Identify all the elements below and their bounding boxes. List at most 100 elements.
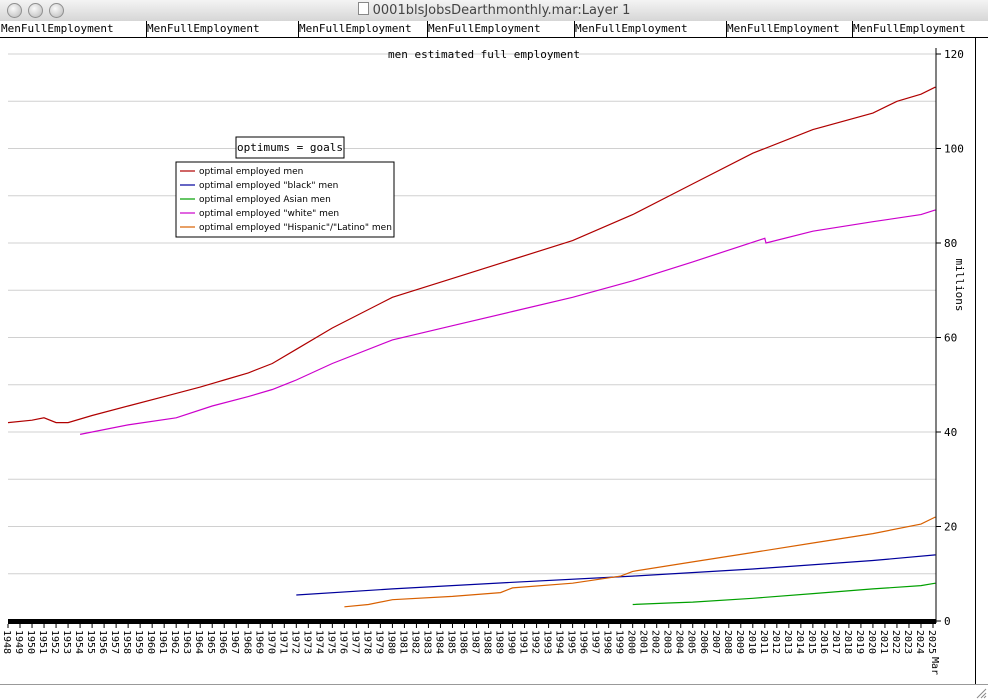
x-tick-label: 1972: [289, 630, 300, 654]
x-tick-label: 1966: [217, 630, 228, 654]
x-tick-label: 2016: [818, 630, 829, 654]
x-tick-label: 1988: [482, 630, 493, 654]
annotation-text: optimums = goals: [237, 141, 343, 154]
legend-entry: optimal employed "black" men: [199, 181, 338, 191]
y-axis: 0 20 40 60 80 100 120: [936, 48, 964, 628]
x-tick-label: 2013: [782, 630, 793, 654]
legend: optimal employed men optimal employed "bl…: [175, 161, 395, 238]
column-header[interactable]: MenFullEmployment: [853, 22, 966, 35]
series-line: [7, 86, 936, 424]
series-line: [632, 582, 936, 606]
y-tick-label: 40: [944, 426, 957, 439]
minimize-button[interactable]: [28, 3, 43, 18]
x-tick-label: 1987: [470, 630, 481, 654]
y-tick-label: 120: [944, 48, 964, 61]
zoom-button[interactable]: [49, 3, 64, 18]
column-header[interactable]: MenFullEmployment: [726, 21, 853, 37]
x-tick-label: 1956: [97, 630, 108, 654]
x-tick-label: 1991: [518, 630, 529, 654]
series-layer: [7, 86, 936, 608]
y-tick-label: 60: [944, 332, 957, 345]
x-tick-label: 2020: [866, 630, 877, 654]
x-tick-label: 2015: [806, 630, 817, 654]
x-tick-label: 2023: [902, 630, 913, 654]
column-header[interactable]: MenFullEmployment: [427, 21, 575, 37]
x-tick-label: 1990: [506, 630, 517, 654]
y-tick-label: 100: [944, 143, 964, 156]
x-tick-label: 2002: [650, 630, 661, 654]
x-tick-label: 1965: [205, 630, 216, 654]
x-tick-label: 1960: [145, 630, 156, 654]
x-tick-label: 2019: [854, 630, 865, 654]
document-icon: [357, 2, 369, 15]
x-tick-label: 2007: [710, 630, 721, 654]
x-tick-label: 2000: [626, 630, 637, 654]
column-header[interactable]: MenFullEmployment: [146, 21, 299, 37]
x-tick-label: 1996: [578, 630, 589, 654]
x-tick-label: 2009: [734, 630, 745, 654]
legend-entry: optimal employed Asian men: [199, 195, 331, 205]
column-header[interactable]: MenFullEmployment: [0, 21, 147, 37]
x-tick-label: 1989: [494, 630, 505, 654]
x-tick-label: 1993: [542, 630, 553, 654]
series-line: [344, 516, 936, 608]
legend-box: [175, 161, 395, 238]
x-tick-label: 1951: [37, 630, 48, 654]
x-tick-label: 2006: [698, 630, 709, 654]
x-tick-label: 2025: [926, 630, 937, 654]
annotation-box: optimums = goals: [235, 136, 345, 159]
x-tick-label: 1983: [422, 630, 433, 654]
x-tick-label-suffix: Mar: [929, 657, 940, 675]
x-tick-label: 2017: [830, 630, 841, 654]
x-tick-label: 1957: [109, 630, 120, 654]
y-tick-label: 0: [944, 615, 951, 628]
x-tick-label: 1978: [361, 630, 372, 654]
series-line: [296, 554, 936, 596]
x-axis-bar: [8, 619, 936, 624]
x-tick-label: 1954: [73, 630, 84, 654]
x-tick-label: 1976: [337, 630, 348, 654]
legend-entry: optimal employed men: [199, 167, 303, 177]
x-tick-label: 2024: [914, 630, 925, 654]
series-line: [79, 209, 936, 435]
legend-entry: optimal employed "white" men: [199, 209, 339, 219]
chart-title: men estimated full employment: [388, 48, 580, 61]
x-tick-label: 1981: [397, 630, 408, 654]
column-header[interactable]: MenFullEmployment: [574, 21, 727, 37]
resize-grip-icon[interactable]: [975, 687, 987, 699]
x-tick-label: 1967: [229, 630, 240, 654]
x-tick-label: 1985: [446, 630, 457, 654]
grid: [8, 53, 936, 575]
x-tick-label: 1984: [434, 630, 445, 654]
x-tick-label: 2005: [686, 630, 697, 654]
y-axis-label: millions: [953, 259, 966, 312]
x-tick-label: 2021: [878, 630, 889, 654]
x-tick-label: 1958: [121, 630, 132, 654]
x-tick-label: 1980: [385, 630, 396, 654]
x-tick-label: 1975: [325, 630, 336, 654]
x-tick-label: 1964: [193, 630, 204, 654]
x-tick-label: 2012: [770, 630, 781, 654]
y-tick-label: 20: [944, 521, 957, 534]
x-tick-label: 1995: [566, 630, 577, 654]
x-tick-label: 1974: [313, 630, 324, 654]
x-tick-label: 1968: [241, 630, 252, 654]
x-tick-label: 1948: [1, 630, 12, 654]
window-titlebar[interactable]: 0001blsJobsDearthmonthly.mar:Layer 1: [0, 0, 988, 22]
x-tick-label: 2003: [662, 630, 673, 654]
x-tick-label: 1986: [458, 630, 469, 654]
x-tick-label: 1998: [602, 630, 613, 654]
x-tick-label: 1997: [590, 630, 601, 654]
x-tick-label: 1982: [409, 630, 420, 654]
close-button[interactable]: [7, 3, 22, 18]
chart: men estimated full employment 0 20 40 60 80 1…: [1, 48, 966, 675]
x-axis: 1948 1949 1950 1951 1952 1953 1954 1955 1956 1957…: [1, 624, 940, 675]
x-tick-label: 1969: [253, 630, 264, 654]
x-tick-label: 1994: [554, 630, 565, 654]
x-tick-label: 2004: [674, 630, 685, 654]
x-tick-label: 2014: [794, 630, 805, 654]
x-tick-label: 1963: [181, 630, 192, 654]
x-tick-label: 2018: [842, 630, 853, 654]
y-tick-label: 80: [944, 237, 957, 250]
column-header[interactable]: MenFullEmployment: [298, 21, 428, 37]
